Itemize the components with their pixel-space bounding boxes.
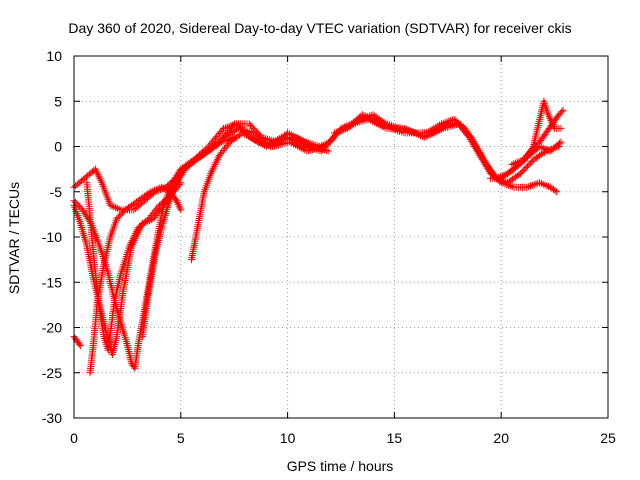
series-arc-i xyxy=(331,111,561,196)
y-tick-label: 10 xyxy=(46,48,62,64)
y-tick-label: -25 xyxy=(42,365,62,381)
y-tick-label: 0 xyxy=(54,139,62,155)
series-markers xyxy=(138,133,238,341)
y-axis-label: SDTVAR / TECUs xyxy=(6,181,22,295)
x-tick-label: 20 xyxy=(493,430,509,446)
gridlines xyxy=(74,56,608,418)
y-tick-label: -20 xyxy=(42,320,62,336)
series-arc-g xyxy=(138,133,238,341)
series-arc-e xyxy=(86,183,185,377)
x-tick-label: 10 xyxy=(280,430,296,446)
x-tick-label: 0 xyxy=(70,430,78,446)
y-tick-label: -5 xyxy=(50,184,63,200)
series-arc-h xyxy=(188,129,328,264)
y-tick-label: 5 xyxy=(54,93,62,109)
y-tick-label: -10 xyxy=(42,229,62,245)
series-markers xyxy=(86,183,185,377)
series-markers xyxy=(508,106,567,169)
x-tick-label: 5 xyxy=(177,430,185,446)
series-arc-k xyxy=(508,106,567,169)
x-tick-label: 25 xyxy=(600,430,616,446)
series-arc-f xyxy=(70,333,84,350)
x-axis-label: GPS time / hours xyxy=(286,458,394,474)
y-tick-label: -15 xyxy=(42,274,62,290)
series-markers xyxy=(70,333,84,350)
x-tick-label: 15 xyxy=(387,430,403,446)
axis-ticks: 0 5 10 15 20 25 -30 -25 -20 -15 -10 -5 0 5 10 xyxy=(42,48,616,446)
series-markers xyxy=(331,111,561,196)
y-tick-label: -30 xyxy=(42,410,62,426)
series-markers xyxy=(188,129,328,264)
chart-title: Day 360 of 2020, Sidereal Day-to-day VTE… xyxy=(68,20,572,36)
